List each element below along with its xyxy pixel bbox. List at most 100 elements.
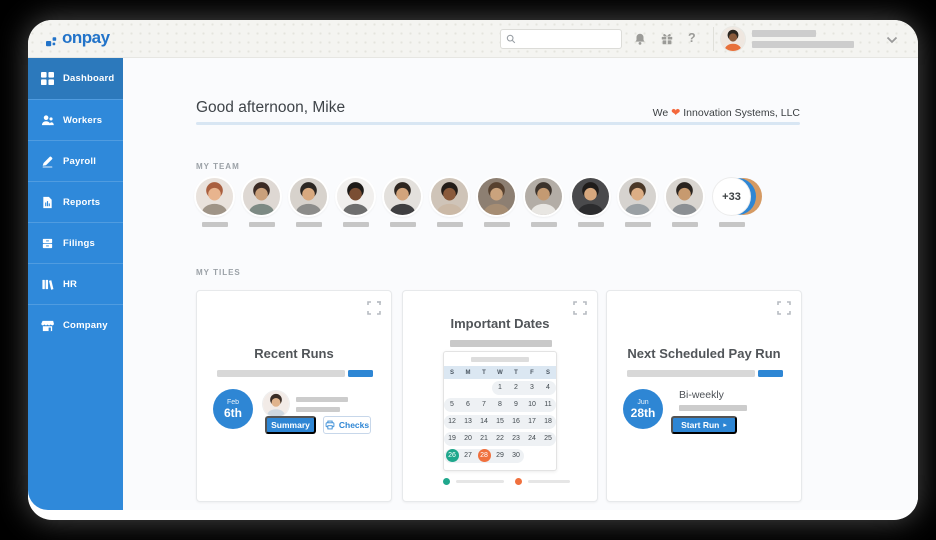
notifications-bell-icon[interactable] — [633, 32, 647, 46]
team-member[interactable] — [572, 178, 609, 227]
member-name-placeholder — [483, 222, 510, 227]
dashboard-icon — [41, 72, 54, 85]
calendar-day[interactable]: 14 — [480, 418, 488, 425]
sidebar-item-company[interactable]: Company — [28, 304, 123, 345]
sidebar-item-hr[interactable]: HR — [28, 263, 123, 304]
payroll-icon — [42, 156, 53, 168]
calendar-day[interactable]: 25 — [544, 435, 552, 442]
onpay-logo-icon — [46, 37, 57, 47]
help-icon[interactable]: ? — [688, 31, 696, 45]
team-member[interactable] — [384, 178, 421, 227]
sidebar-item-payroll[interactable]: Payroll — [28, 140, 123, 181]
calendar-day[interactable]: 24 — [528, 435, 536, 442]
filings-icon — [42, 238, 53, 248]
day-header: F — [530, 369, 534, 376]
calendar-day[interactable]: 16 — [512, 418, 520, 425]
expand-icon[interactable] — [777, 301, 791, 315]
week-pill — [444, 397, 556, 412]
run-text-placeholder — [296, 397, 348, 402]
onpay-logo-text: onpay — [62, 28, 110, 47]
calendar-day[interactable]: 18 — [544, 418, 552, 425]
topbar-divider — [713, 27, 714, 51]
printer-icon — [325, 420, 335, 430]
calendar-day[interactable]: 4 — [546, 384, 550, 391]
team-member[interactable] — [619, 178, 656, 227]
calendar-day[interactable]: 3 — [530, 384, 534, 391]
calendar-day[interactable]: 30 — [512, 452, 520, 459]
greeting-title: Good afternoon, Mike — [196, 99, 346, 116]
calendar-day[interactable]: 10 — [528, 401, 536, 408]
recent-runs-card: Recent Runs Feb 6th Summary Che — [196, 290, 392, 502]
team-member[interactable] — [337, 178, 374, 227]
calendar-day[interactable]: 5 — [450, 401, 454, 408]
calendar-day[interactable]: 27 — [464, 452, 472, 459]
calendar-day[interactable]: 28 — [476, 447, 492, 464]
calendar-day[interactable]: 7 — [482, 401, 486, 408]
avatar-photo — [290, 178, 327, 215]
heart-icon: ❤ — [671, 107, 681, 119]
team-member[interactable] — [525, 178, 562, 227]
member-name-placeholder — [624, 222, 651, 227]
calendar-day[interactable]: 20 — [464, 435, 472, 442]
start-run-button[interactable]: Start Run ▸ — [671, 416, 737, 434]
checks-button[interactable]: Checks — [323, 416, 371, 434]
user-avatar[interactable] — [721, 27, 745, 51]
calendar-day[interactable]: 1 — [498, 384, 502, 391]
member-name-placeholder — [577, 222, 604, 227]
reports-icon — [43, 196, 52, 208]
search-input[interactable] — [520, 34, 616, 44]
calendar-day[interactable]: 6 — [466, 401, 470, 408]
empty-day — [540, 447, 556, 464]
calendar-day[interactable]: 19 — [448, 435, 456, 442]
team-member[interactable] — [196, 178, 233, 227]
expand-icon[interactable] — [367, 301, 381, 315]
avatar-photo — [263, 391, 289, 417]
team-member[interactable] — [431, 178, 468, 227]
team-member[interactable] — [478, 178, 515, 227]
team-member[interactable] — [290, 178, 327, 227]
calendar-day[interactable]: 2 — [514, 384, 518, 391]
onpay-logo[interactable]: onpay — [46, 28, 110, 47]
empty-day — [444, 379, 460, 396]
member-name-placeholder — [719, 222, 745, 227]
topbar: onpay ? — [28, 20, 918, 58]
calendar-day[interactable]: 11 — [544, 401, 552, 408]
greeting-underline — [196, 122, 800, 125]
sidebar-item-dashboard[interactable]: Dashboard — [28, 58, 123, 99]
calendar-day[interactable]: 26 — [444, 447, 460, 464]
calendar-day[interactable]: 15 — [496, 418, 504, 425]
team-member[interactable] — [243, 178, 280, 227]
calendar-day[interactable]: 17 — [528, 418, 536, 425]
avatar-photo — [196, 178, 233, 215]
sidebar-item-workers[interactable]: Workers — [28, 99, 123, 140]
calendar-day[interactable]: 8 — [498, 401, 502, 408]
expand-icon[interactable] — [573, 301, 587, 315]
sidebar-item-reports[interactable]: Reports — [28, 181, 123, 222]
team-member[interactable] — [666, 178, 703, 227]
search-icon — [506, 34, 516, 44]
calendar-day[interactable]: 29 — [496, 452, 504, 459]
calendar-day[interactable]: 21 — [480, 435, 488, 442]
summary-button[interactable]: Summary — [265, 416, 316, 434]
month-placeholder — [471, 357, 529, 362]
calendar-day[interactable]: 22 — [496, 435, 504, 442]
search-box[interactable] — [500, 29, 622, 49]
chevron-down-icon[interactable] — [886, 36, 898, 44]
sidebar-item-filings[interactable]: Filings — [28, 222, 123, 263]
avatar-photo — [384, 178, 421, 215]
calendar-day[interactable]: 13 — [464, 418, 472, 425]
progress-divider — [627, 370, 783, 377]
calendar-day[interactable]: 12 — [448, 418, 456, 425]
member-name-placeholder — [248, 222, 275, 227]
subtitle-placeholder — [450, 340, 552, 347]
hr-books-icon — [42, 279, 54, 290]
team-overflow-badge[interactable]: +33 — [713, 178, 763, 227]
member-name-placeholder — [201, 222, 228, 227]
calendar-day[interactable]: 9 — [514, 401, 518, 408]
calendar-day[interactable]: 23 — [512, 435, 520, 442]
legend-dot-orange — [515, 478, 522, 485]
gift-icon[interactable] — [660, 32, 674, 46]
